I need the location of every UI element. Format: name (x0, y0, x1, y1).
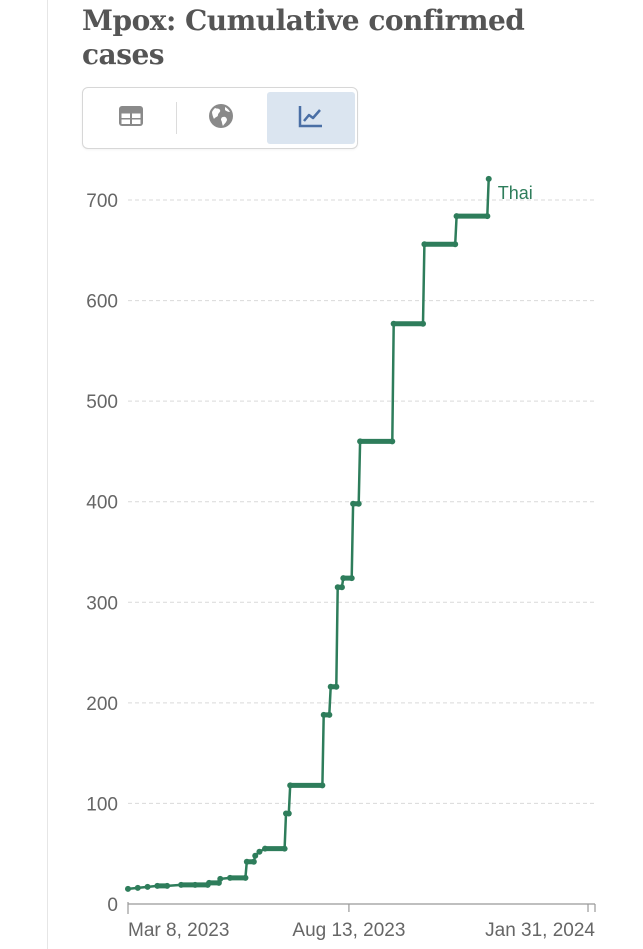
data-point-10 (217, 875, 224, 882)
series-label: Thai (498, 183, 533, 203)
data-point-29 (340, 575, 347, 582)
data-point-25 (327, 683, 334, 690)
data-point-36 (420, 320, 427, 327)
y-tick-label-100: 100 (86, 794, 118, 815)
data-point-12 (242, 874, 249, 881)
data-point-33 (357, 438, 364, 445)
data-point-15 (252, 852, 259, 859)
y-tick-label-400: 400 (86, 493, 118, 514)
data-point-34 (389, 438, 396, 445)
x-tick-label-0: Mar 8, 2023 (128, 920, 229, 941)
data-point-18 (281, 845, 288, 852)
y-tick-label-200: 200 (86, 694, 118, 715)
left-divider (47, 0, 48, 949)
data-point-17 (262, 845, 269, 852)
globe-icon (207, 102, 235, 135)
data-point-24 (326, 711, 333, 718)
data-point-20 (285, 810, 292, 817)
data-point-35 (390, 320, 397, 327)
data-point-16 (256, 848, 263, 855)
y-tick-label-700: 700 (86, 191, 118, 212)
data-point-28 (338, 584, 345, 591)
data-point-6 (192, 881, 199, 888)
tab-table[interactable] (87, 92, 175, 144)
data-point-27 (334, 584, 341, 591)
data-point-32 (355, 500, 362, 507)
data-point-4 (164, 882, 171, 889)
data-point-22 (319, 782, 326, 789)
series-line-0 (127, 178, 490, 891)
data-point-14 (250, 858, 257, 865)
data-point-2 (144, 883, 151, 890)
data-point-39 (453, 213, 460, 220)
x-tick-label-1: Aug 13, 2023 (292, 920, 405, 941)
data-point-11 (227, 874, 234, 881)
data-point-41 (485, 175, 492, 182)
data-point-5 (178, 881, 185, 888)
data-point-38 (452, 241, 459, 248)
line-chart-icon (297, 103, 325, 134)
data-point-30 (348, 575, 355, 582)
y-tick-label-300: 300 (86, 593, 118, 614)
data-point-8 (206, 879, 213, 886)
data-point-13 (243, 858, 250, 865)
tab-chart[interactable] (267, 92, 355, 144)
tab-separator (176, 102, 177, 134)
tab-map[interactable] (177, 92, 265, 144)
data-point-23 (320, 711, 327, 718)
data-point-3 (154, 882, 161, 889)
y-tick-label-600: 600 (86, 292, 118, 313)
data-point-40 (484, 213, 491, 220)
data-point-37 (421, 241, 428, 248)
table-icon (117, 104, 145, 133)
data-point-0 (125, 885, 131, 892)
data-point-26 (333, 683, 340, 690)
data-point-31 (350, 500, 357, 507)
view-tab-bar (82, 87, 358, 149)
data-point-1 (134, 884, 141, 891)
x-tick-label-2: Jan 31, 2024 (485, 920, 595, 941)
y-tick-label-500: 500 (86, 392, 118, 413)
y-tick-label-0: 0 (107, 895, 118, 916)
page-title: Mpox: Cumulative confirmed cases (82, 4, 525, 71)
line-chart: 0 100 200 300 400 500 600 700 Mar 8, 2023 Aug 13,… (86, 175, 596, 941)
data-point-21 (287, 782, 294, 789)
